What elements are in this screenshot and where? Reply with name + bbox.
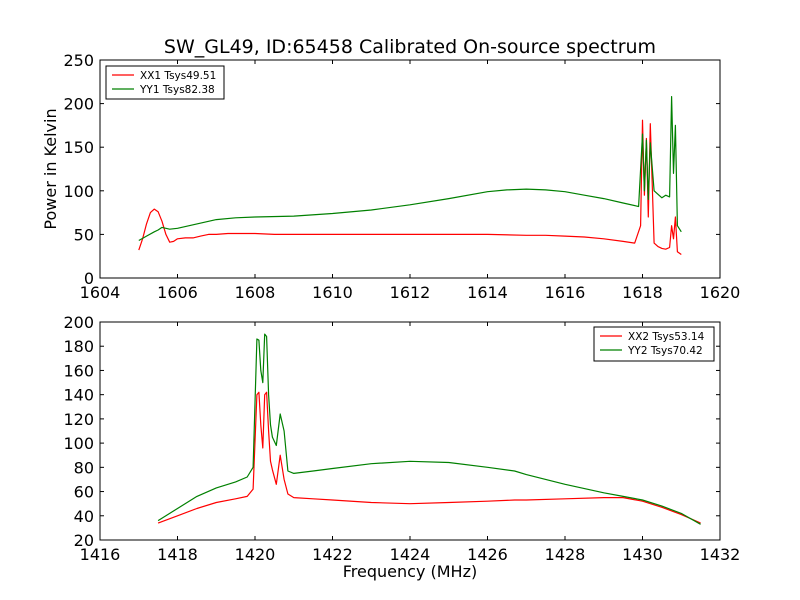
y-tick-label: 160 [63, 361, 94, 380]
legend-box [593, 326, 715, 362]
y-tick-label: 40 [74, 507, 94, 526]
y-tick-label: 100 [63, 434, 94, 453]
series-line-2-2 [157, 333, 701, 525]
y-tick-label: 80 [74, 458, 94, 477]
x-tick-label: 1422 [312, 545, 353, 564]
x-tick-label: 1432 [700, 545, 741, 564]
legend-box [105, 65, 225, 100]
y-axis-label: Power in Kelvin [41, 108, 60, 229]
y-tick-label: 0 [84, 269, 94, 288]
y-tick-label: 100 [63, 182, 94, 201]
x-tick-label: 1420 [235, 545, 276, 564]
series-line-1-2 [138, 95, 682, 242]
y-tick-label: 60 [74, 483, 94, 502]
top-plot-panel: 1604 1606 1608 1610 1612 1614 1616 1618 1620 0 50 1… [63, 51, 740, 302]
x-tick-label: 1604 [80, 283, 121, 302]
x-tick-label: 1424 [390, 545, 431, 564]
y-tick-label: 120 [63, 410, 94, 429]
legend-label: XX2 Tsys53.14 [628, 331, 705, 343]
x-tick-label: 1620 [700, 283, 741, 302]
x-tick-label: 1426 [467, 545, 508, 564]
y-tick-label: 150 [63, 138, 94, 157]
x-tick-label: 1614 [467, 283, 508, 302]
y-tick-label: 200 [63, 313, 94, 332]
legend-label: YY1 Tsys82.38 [139, 84, 215, 96]
x-tick-label: 1616 [545, 283, 586, 302]
y-tick-label: 140 [63, 386, 94, 405]
series-line-1-1 [138, 119, 682, 255]
legend: XX2 Tsys53.14 YY2 Tsys70.42 [593, 326, 715, 362]
y-tick-label: 20 [74, 531, 94, 550]
x-tick-label: 1428 [545, 545, 586, 564]
x-axis-label: Frequency (MHz) [343, 562, 477, 581]
legend-label: XX1 Tsys49.51 [140, 70, 216, 82]
x-tick-label: 1608 [235, 283, 276, 302]
bottom-plot-panel: 1416 1418 1420 1422 1424 1426 1428 1430 1432 20 40… [63, 313, 740, 564]
y-tick-label: 50 [74, 225, 94, 244]
legend: XX1 Tsys49.51 YY1 Tsys82.38 [105, 65, 225, 100]
y-tick-label: 180 [63, 337, 94, 356]
x-tick-label: 1606 [157, 283, 198, 302]
x-tick-label: 1416 [80, 545, 121, 564]
y-tick-label: 250 [63, 51, 94, 70]
x-tick-label: 1430 [622, 545, 663, 564]
chart-title: SW_GL49, ID:65458 Calibrated On-source s… [164, 36, 656, 58]
series-line-2-1 [157, 391, 701, 524]
x-tick-label: 1612 [390, 283, 431, 302]
legend-label: YY2 Tsys70.42 [627, 345, 703, 357]
y-tick-label: 200 [63, 95, 94, 114]
x-tick-label: 1418 [157, 545, 198, 564]
x-tick-label: 1618 [622, 283, 663, 302]
x-tick-label: 1610 [312, 283, 353, 302]
